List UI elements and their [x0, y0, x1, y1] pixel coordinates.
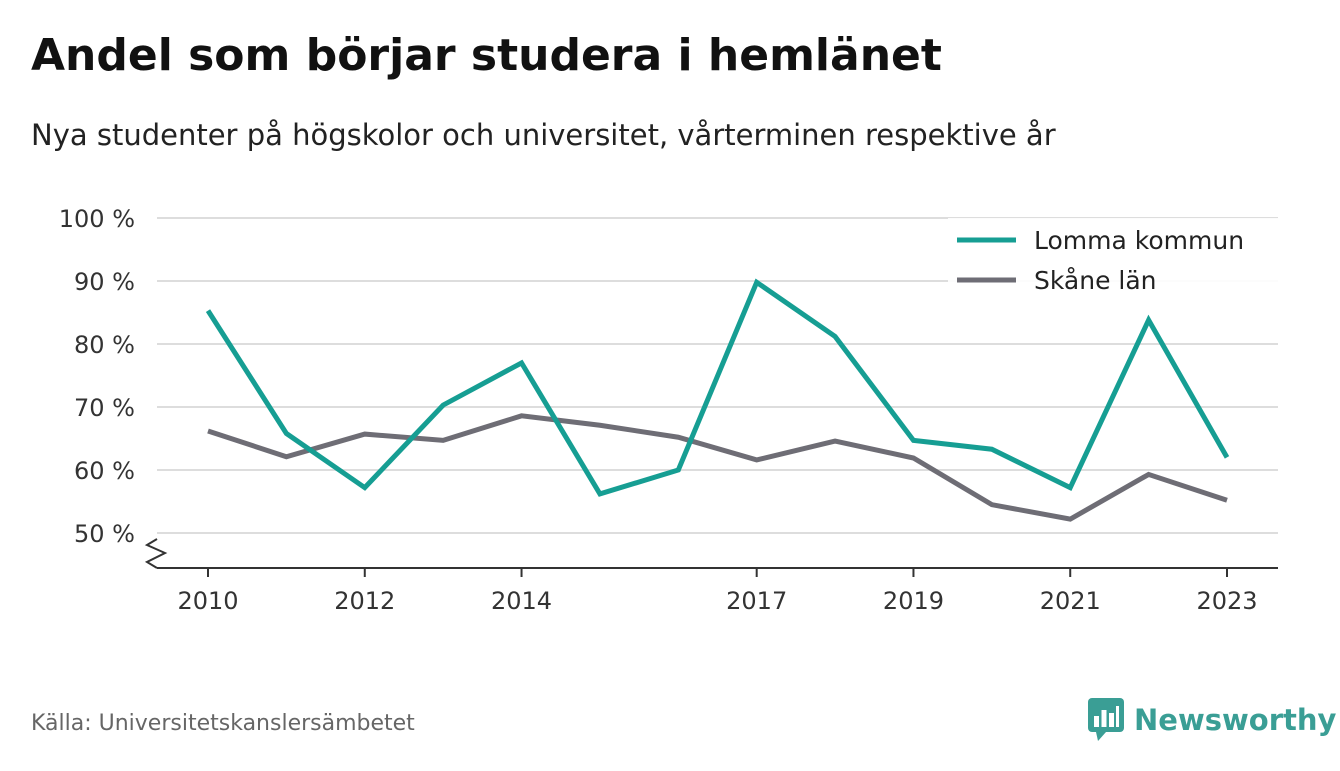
y-tick-label: 60 %: [74, 457, 135, 485]
legend-background: [948, 218, 1278, 296]
legend-label: Skåne län: [1034, 266, 1157, 295]
y-tick-label: 100 %: [59, 205, 135, 233]
y-axis-ticks: 50 % 60 % 70 % 80 % 90 % 100 %: [59, 205, 135, 548]
x-tick-label: 2019: [883, 587, 944, 615]
x-tick-label: 2023: [1196, 587, 1257, 615]
y-tick-label: 70 %: [74, 394, 135, 422]
legend: Lomma kommun Skåne län: [948, 218, 1278, 296]
x-axis: [144, 538, 1278, 569]
zigzag-axis-break-icon: [144, 538, 168, 569]
chart-title: Andel som börjar studera i hemlänet: [31, 30, 942, 81]
source-note: Källa: Universitetskanslersämbetet: [31, 711, 415, 736]
bar-chart-speech-bubble-icon: [1088, 698, 1124, 741]
x-tick-label: 2010: [177, 587, 238, 615]
brand-name: Newsworthy: [1134, 703, 1337, 737]
series-line-lomma-kommun: [205, 278, 1230, 497]
x-tick-label: 2017: [726, 587, 787, 615]
x-tick-label: 2014: [491, 587, 552, 615]
brand-logo: Newsworthy: [1088, 698, 1336, 742]
series-lines: [205, 278, 1230, 522]
chart-subtitle: Nya studenter på högskolor och universit…: [31, 118, 1056, 152]
y-tick-label: 80 %: [74, 331, 135, 359]
x-tick-label: 2012: [334, 587, 395, 615]
y-tick-label: 50 %: [74, 520, 135, 548]
y-tick-label: 90 %: [74, 268, 135, 296]
legend-label: Lomma kommun: [1034, 226, 1244, 255]
series-line-skane-lan: [207, 413, 1228, 522]
x-axis-ticks: 2010 2012 2014 2017 2019 2021 2023: [177, 568, 1258, 615]
x-tick-label: 2021: [1040, 587, 1101, 615]
